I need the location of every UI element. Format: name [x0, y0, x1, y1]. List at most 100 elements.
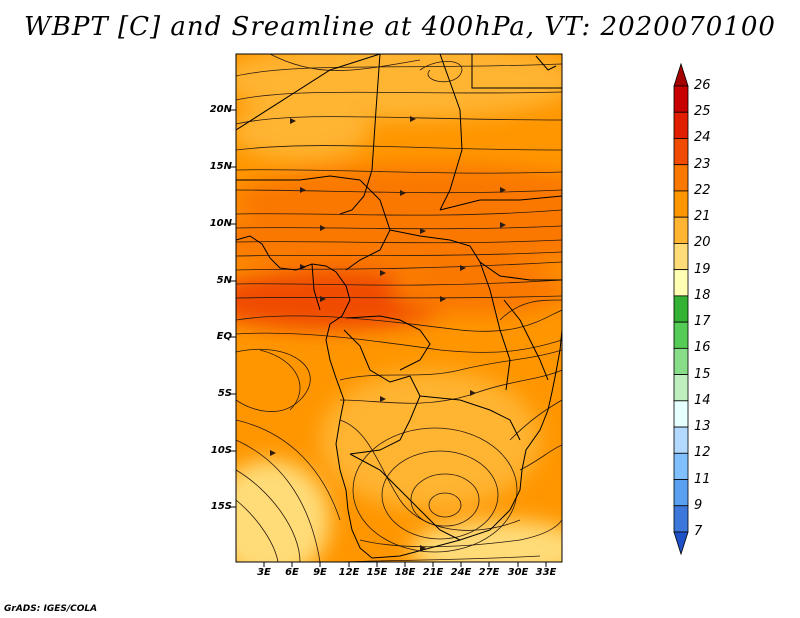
colorbar — [673, 62, 689, 556]
colorbar-segment — [673, 62, 689, 87]
colorbar-segment — [673, 295, 689, 323]
arrow-head — [290, 118, 296, 124]
streamline — [339, 349, 562, 381]
lat-label-eq: EQ — [216, 331, 232, 342]
streamline — [236, 91, 562, 101]
streamline-arrows — [270, 116, 506, 551]
lat-label-15n: 15N — [209, 161, 232, 172]
colorbar-label: 18 — [694, 287, 711, 303]
lon-label-12e: 12E — [338, 567, 360, 578]
streamline — [236, 251, 562, 257]
streamline — [419, 60, 463, 83]
arrow-head — [500, 187, 506, 193]
border — [236, 54, 381, 131]
wbpt-nw-region — [236, 100, 370, 160]
arrow-head — [460, 265, 466, 271]
streamline-cyclone-core — [428, 492, 462, 518]
streamline-cyclone — [352, 427, 518, 553]
arrow-head — [380, 396, 386, 402]
colorbar-segment — [673, 531, 689, 556]
lon-label-15e: 15E — [366, 567, 388, 578]
lon-label-33e: 33E — [535, 567, 557, 578]
streamline — [236, 225, 562, 230]
border — [439, 195, 562, 211]
colorbar-label: 7 — [694, 524, 703, 539]
arrow-head — [500, 222, 506, 228]
colorbar-segment — [673, 216, 689, 244]
colorbar-label: 19 — [694, 261, 711, 277]
streamline — [519, 444, 562, 471]
colorbar-label: 23 — [694, 156, 711, 172]
colorbar-label: 9 — [694, 497, 703, 513]
arrow-head — [420, 545, 426, 551]
streamline-cyclone — [410, 473, 480, 527]
arrow-head — [440, 296, 446, 302]
lat-ticks — [230, 109, 236, 508]
lat-label-15s: 15S — [210, 501, 232, 512]
streamline — [259, 349, 301, 411]
colorbar-label: 15 — [694, 366, 711, 382]
colorbar-label: 20 — [694, 235, 711, 251]
lat-label-10n: 10N — [209, 218, 232, 229]
colorbar-segment — [673, 111, 689, 139]
border — [349, 375, 421, 455]
wbpt-cyclone-region — [320, 370, 540, 510]
arrow-head — [470, 390, 476, 396]
streamline — [236, 63, 562, 77]
colorbar-label: 11 — [694, 471, 711, 487]
border — [343, 329, 411, 383]
colorbar-label: 12 — [694, 445, 711, 461]
arrow-head — [320, 225, 326, 231]
west-coastline — [236, 235, 373, 559]
border — [535, 55, 557, 71]
arrow-head — [300, 187, 306, 193]
lon-label-6e: 6E — [285, 567, 299, 578]
colorbar-segment — [673, 374, 689, 402]
lat-label-20n: 20N — [209, 104, 232, 115]
streamline — [236, 309, 562, 332]
border — [503, 299, 549, 381]
colorbar-segment — [673, 243, 689, 271]
colorbar-label: 26 — [694, 78, 711, 93]
lon-label-24e: 24E — [450, 567, 472, 578]
wbpt-sw-region — [236, 460, 330, 562]
border — [345, 315, 431, 371]
border — [236, 175, 361, 181]
border — [339, 54, 381, 215]
streamline — [236, 189, 562, 194]
streamline — [236, 145, 562, 151]
lon-ticks — [263, 562, 547, 567]
lon-label-27e: 27E — [478, 567, 500, 578]
colorbar-segment — [673, 269, 689, 297]
lat-label-10s: 10S — [210, 445, 232, 456]
streamline — [339, 419, 521, 531]
colorbar-segment — [673, 164, 689, 192]
border — [349, 453, 461, 541]
streamline — [499, 299, 562, 321]
colorbar-label: 25 — [694, 104, 711, 120]
streamline — [236, 116, 562, 125]
arrow-head — [320, 296, 326, 302]
lon-label-9e: 9E — [313, 567, 327, 578]
border — [419, 395, 521, 441]
streamline-cyclone — [381, 450, 499, 540]
colorbar-label: 22 — [694, 182, 711, 198]
wbpt-band-east — [390, 265, 562, 315]
streamline — [236, 469, 301, 562]
border — [389, 229, 562, 281]
streamline — [236, 279, 562, 286]
plot-frame — [235, 53, 563, 563]
streamline — [236, 348, 311, 412]
arrow-head — [380, 270, 386, 276]
colorbar-label: 17 — [694, 314, 711, 330]
colorbar-segment — [673, 452, 689, 480]
streamline — [236, 239, 562, 244]
east-coastline — [371, 329, 562, 559]
grads-credit: GrADS: IGES/COLA — [4, 604, 98, 614]
lat-label-5n: 5N — [216, 275, 232, 286]
colorbar-segment — [673, 85, 689, 113]
streamline — [236, 169, 562, 174]
streamline — [236, 295, 562, 299]
colorbar-segment — [673, 505, 689, 533]
